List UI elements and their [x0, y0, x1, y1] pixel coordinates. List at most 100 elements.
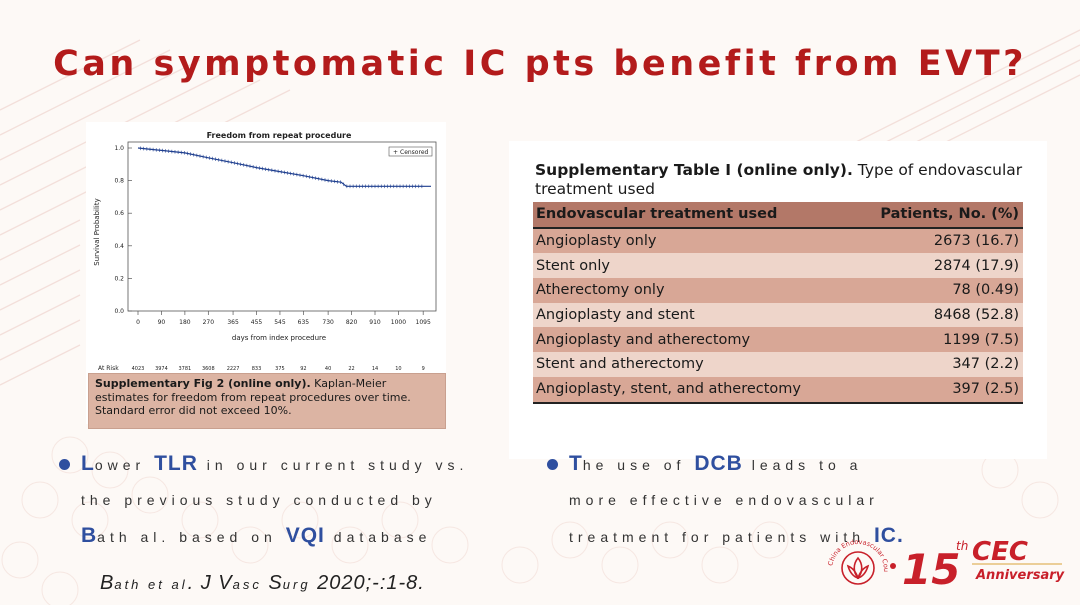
x-tick-label: 365 [227, 319, 239, 326]
x-tick-label: 455 [251, 319, 263, 326]
x-tick-label: 820 [346, 319, 358, 326]
bullet-left-text-1: ower [94, 457, 155, 473]
citation-b: ath et al [114, 577, 188, 592]
bullet-left-vqi: VQI [285, 524, 325, 547]
row-treatment: Stent only [533, 253, 853, 279]
row-treatment: Angioplasty only [533, 227, 853, 254]
at-risk-value: 833 [252, 366, 262, 372]
x-tick-label: 0 [136, 319, 140, 326]
citation-e: S [261, 572, 283, 594]
lotus-icon [841, 551, 875, 585]
bullet-right-dcb: DCB [694, 452, 743, 475]
citation-d: asc [232, 577, 262, 592]
km-curve-group [137, 146, 431, 189]
y-tick-label: 0.6 [114, 210, 124, 217]
bullet-right: The use of DCB leads to a more effective… [547, 446, 919, 555]
header-patients: Patients, No. (%) [852, 202, 1023, 229]
row-treatment: Angioplasty, stent, and atherectomy [533, 376, 853, 404]
slide-title: Can symptomatic IC pts benefit from EVT? [53, 44, 1027, 84]
at-risk-value: 2227 [227, 366, 240, 372]
legend-box: + Censored [388, 146, 433, 157]
row-treatment: Angioplasty and stent [533, 302, 853, 328]
at-risk-value: 3781 [179, 366, 192, 372]
row-patients: 397 (2.5) [852, 376, 1023, 404]
bullet-right-initial: T [569, 452, 583, 475]
table-header-row: Endovascular treatment used Patients, No… [533, 202, 1023, 229]
row-patients: 2673 (16.7) [852, 227, 1023, 254]
table-row: Atherectomy only 78 (0.49) [533, 278, 1023, 303]
row-patients: 8468 (52.8) [852, 302, 1023, 328]
citation-g: 2020;-:1-8. [310, 572, 425, 594]
axis-ticks: 0.0 0.2 0.4 0.6 0.8 1.0 0 90 180 270 365 455 545 635 7… [114, 145, 431, 326]
logo-number-suffix: th [956, 539, 968, 553]
at-risk-value: 3974 [155, 366, 168, 372]
chart-title: Freedom from repeat procedure [207, 131, 352, 140]
logo-dot-icon [890, 563, 896, 569]
y-tick-label: 1.0 [114, 145, 124, 152]
logo-brand: CEC [972, 537, 1028, 567]
at-risk-value: 4023 [132, 366, 145, 372]
bullet-right-ic: IC [873, 524, 897, 547]
table-caption-text: Type of endovascular treatment used [535, 161, 1023, 198]
at-risk-row: 4023 3974 3781 3608 2227 833 375 92 40 22 14 10 9 [132, 366, 425, 372]
table-row: Stent and atherectomy 347 (2.2) [533, 352, 1023, 377]
x-tick-label: 635 [298, 319, 310, 326]
x-tick-label: 180 [179, 319, 191, 326]
x-tick-label: 90 [158, 319, 166, 326]
row-patients: 1199 (7.5) [852, 327, 1023, 353]
bullet-left-initial: L [81, 452, 95, 475]
x-tick-label: 1095 [416, 319, 431, 326]
km-caption-bold: Supplementary Fig 2 (online only). [95, 377, 311, 390]
table-row: Stent only 2874 (17.9) [533, 253, 1023, 279]
table-caption-bold: Supplementary Table I (online only). [535, 161, 853, 179]
table-caption: Supplementary Table I (online only). Typ… [535, 161, 1025, 199]
table-row: Angioplasty and atherectomy 1199 (7.5) [533, 327, 1023, 353]
bullet-left-text-4: database [324, 529, 432, 545]
at-risk-value: 14 [372, 366, 378, 372]
row-patients: 2874 (17.9) [852, 253, 1023, 279]
legend-censored-label: Censored [400, 149, 429, 156]
at-risk-value: 3608 [202, 366, 215, 372]
bullet-right-text-1: he use of [582, 457, 695, 473]
row-treatment: Angioplasty and atherectomy [533, 327, 853, 353]
y-axis-label: Survival Probability [93, 198, 101, 265]
y-tick-label: 0.4 [114, 243, 124, 250]
km-survival-line [137, 147, 431, 187]
logo-number: 15 [902, 545, 960, 590]
km-caption: Supplementary Fig 2 (online only). Kapla… [88, 373, 446, 429]
at-risk-value: 9 [422, 366, 425, 372]
y-tick-label: 0.8 [114, 178, 124, 185]
km-caption-text: Kaplan-Meier estimates for freedom from … [95, 377, 411, 417]
x-tick-label: 270 [203, 319, 215, 326]
x-tick-label: 545 [274, 319, 286, 326]
km-chart: Freedom from repeat procedure + Censored… [93, 131, 437, 372]
bullet-left-author-initial: B [81, 524, 98, 547]
at-risk-value: 375 [275, 366, 285, 372]
row-treatment: Atherectomy only [533, 278, 853, 303]
row-patients: 347 (2.2) [852, 352, 1023, 377]
at-risk-value: 40 [325, 366, 331, 372]
bullet-dot-icon [59, 459, 70, 470]
y-tick-label: 0.2 [114, 275, 124, 282]
header-treatment: Endovascular treatment used [533, 202, 853, 229]
at-risk-value: 10 [395, 366, 401, 372]
row-patients: 78 (0.49) [852, 278, 1023, 303]
citation-a: B [100, 572, 115, 594]
at-risk-label: At Risk [98, 365, 119, 372]
citation-c: . J V [187, 572, 233, 594]
cec-anniversary-logo: China Endovascular Course 15 th CEC Anni… [826, 528, 1065, 590]
x-axis-label: days from index procedure [232, 334, 326, 342]
legend-censored-mark: + [393, 149, 398, 156]
bullet-right-text-2: leads to a more effective endovascular t… [569, 457, 879, 545]
at-risk-value: 22 [348, 366, 354, 372]
bullet-dot-icon [547, 459, 558, 470]
x-tick-label: 910 [369, 319, 381, 326]
citation: Bath et al. J Vasc Surg 2020;-:1-8. [100, 572, 425, 595]
bullet-right-text-3: . [896, 524, 904, 547]
row-treatment: Stent and atherectomy [533, 352, 853, 377]
table-panel: Supplementary Table I (online only). Typ… [509, 141, 1047, 459]
plot-frame [127, 141, 437, 312]
citation-f: urg [282, 577, 311, 592]
bullet-left: Lower TLR in our current study vs. the p… [59, 446, 481, 555]
bullet-left-text-3: ath al. based on [97, 529, 286, 545]
